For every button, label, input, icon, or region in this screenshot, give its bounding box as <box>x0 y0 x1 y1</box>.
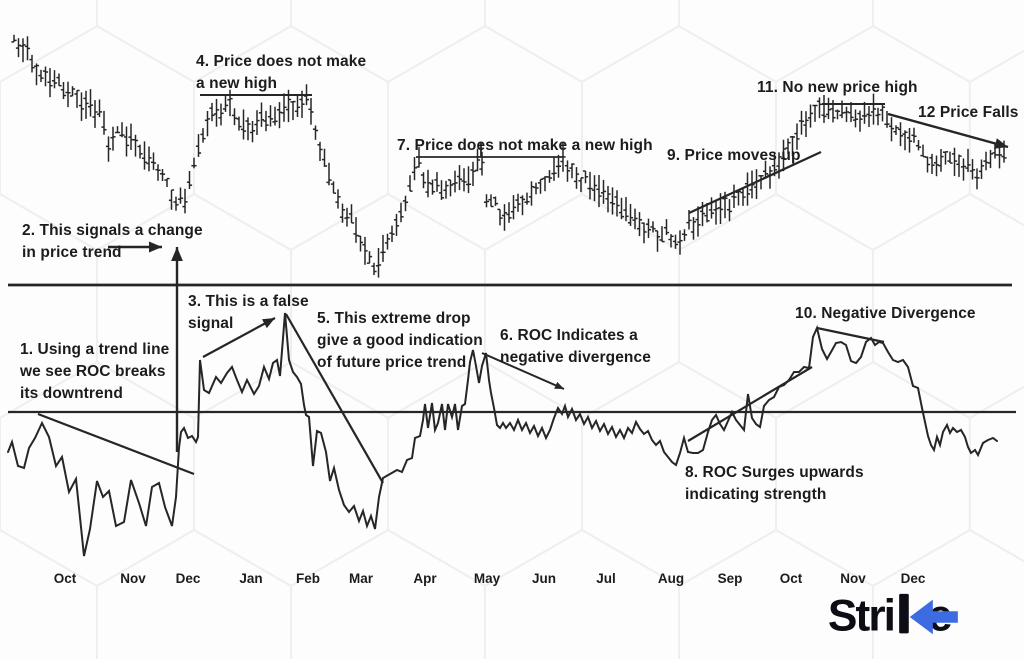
note8-trendline <box>687 366 813 442</box>
annotation-12: 12 Price Falls <box>918 104 1019 121</box>
note1-trendline <box>37 412 195 476</box>
note5-dropline <box>285 313 384 484</box>
month-label: Mar <box>349 571 374 586</box>
month-label: Oct <box>54 571 77 586</box>
annotation-1: 1. Using a trend line we see ROC breaks … <box>20 341 170 402</box>
note12-arrow <box>887 112 1009 149</box>
annotation-11: 11. No new price high <box>757 79 918 96</box>
month-label: Apr <box>413 571 437 586</box>
roc-line <box>7 312 998 557</box>
month-label: Jun <box>532 571 556 586</box>
month-label: Nov <box>840 571 866 586</box>
month-label: Feb <box>296 571 320 586</box>
annotation-8: 8. ROC Surges upwards indicating strengt… <box>685 464 864 503</box>
annotation-6: 6. ROC Indicates a negative divergence <box>500 327 651 366</box>
price-candlesticks <box>11 34 1007 278</box>
logo-blue-arrow-icon <box>909 599 958 635</box>
annotation-3: 3. This is a false signal <box>188 293 309 332</box>
month-label: Sep <box>718 571 743 586</box>
signal-up-arrow <box>171 247 183 452</box>
note10-trendline <box>816 326 885 344</box>
annotation-10: 10. Negative Divergence <box>795 305 976 322</box>
logo-text-stri: Stri <box>828 591 894 640</box>
month-axis: Oct Nov Dec Jan Feb Mar Apr May Jun Jul … <box>54 571 926 586</box>
logo-k-stem <box>899 593 909 634</box>
note6-arrow <box>481 352 565 390</box>
annotation-5: 5. This extreme drop give a good indicat… <box>317 310 483 371</box>
note2-arrow <box>108 241 162 253</box>
strike-logo: Stri e <box>826 590 980 642</box>
month-label: Aug <box>658 571 684 586</box>
annotation-4: 4. Price does not make a new high <box>196 53 367 92</box>
note3-arrow <box>202 317 276 358</box>
month-label: Jul <box>596 571 616 586</box>
annotation-2: 2. This signals a change in price trend <box>22 222 203 261</box>
month-label: Oct <box>780 571 803 586</box>
note9-trendline <box>688 151 822 214</box>
month-label: May <box>474 571 501 586</box>
annotation-7: 7. Price does not make a new high <box>397 137 653 154</box>
annotation-9: 9. Price moves up <box>667 147 801 164</box>
month-label: Dec <box>901 571 926 586</box>
month-label: Nov <box>120 571 146 586</box>
month-label: Jan <box>239 571 262 586</box>
month-label: Dec <box>176 571 201 586</box>
